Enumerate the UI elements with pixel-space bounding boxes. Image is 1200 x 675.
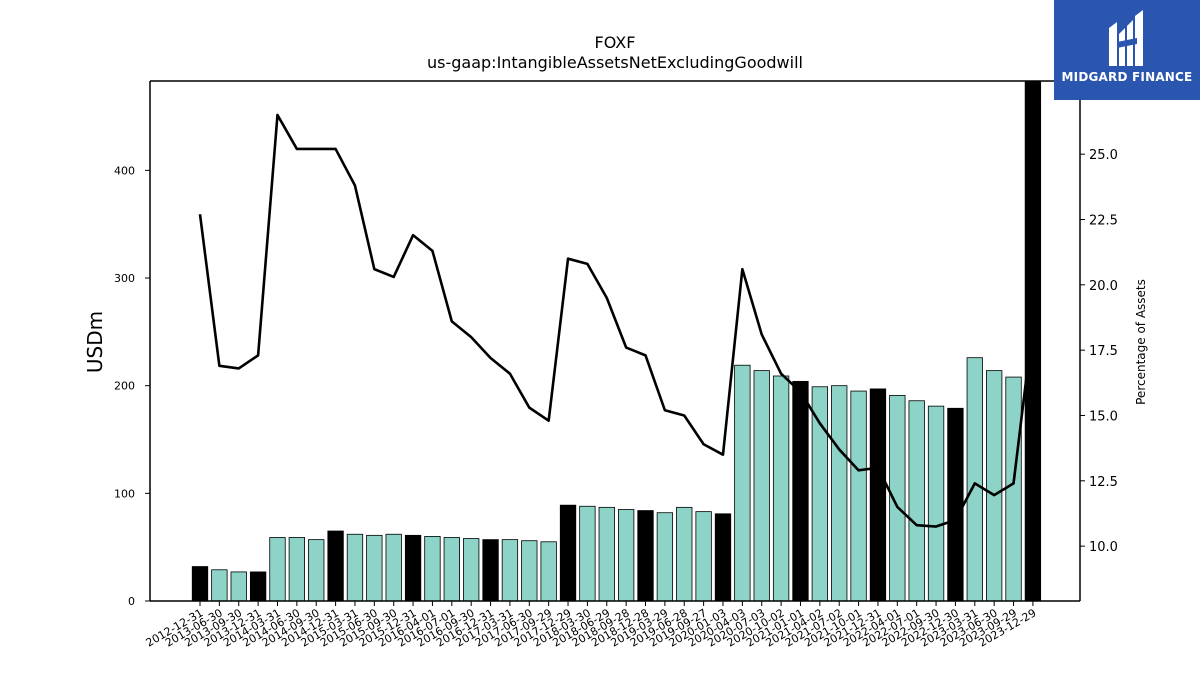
bar [346, 533, 364, 602]
midgard-logo-icon [1109, 10, 1143, 66]
y-axis-label: USDm [83, 311, 107, 373]
y-tick-label: 100 [114, 487, 135, 500]
bar [308, 539, 325, 602]
y-tick-label: 200 [114, 380, 135, 393]
bar [501, 539, 519, 602]
bar [404, 534, 422, 602]
bar [269, 537, 286, 602]
bar [986, 370, 1003, 602]
bar [598, 506, 615, 602]
y2-tick-label: 22.5 [1089, 213, 1118, 228]
bar [695, 511, 712, 602]
bar [831, 385, 848, 602]
axes [149, 80, 1081, 602]
bar [792, 380, 809, 602]
line-series [198, 113, 1035, 528]
bar [927, 405, 945, 602]
bar [191, 566, 209, 602]
bar [869, 388, 887, 602]
y-axis-left-ticks: 0 100 200 300 400 [114, 164, 150, 608]
y2-tick-label: 10.0 [1089, 540, 1118, 555]
bar [966, 357, 983, 602]
bar [850, 390, 867, 602]
bar [811, 386, 828, 602]
chart-title-ticker: FOXF [595, 33, 636, 52]
x-axis-ticks: 2012-12-312013-06-302013-09-302013-12-31… [144, 601, 1038, 650]
y2-tick-label: 12.5 [1089, 475, 1118, 490]
y2-tick-label: 20.0 [1089, 279, 1118, 294]
bar [1005, 376, 1022, 602]
y-tick-label: 300 [114, 272, 135, 285]
bar [521, 540, 538, 602]
bar [230, 571, 247, 602]
y2-tick-label: 25.0 [1089, 148, 1118, 163]
bar [249, 571, 267, 602]
bar [559, 504, 577, 602]
chart-title: FOXF us-gaap:IntangibleAssetsNetExcludin… [427, 33, 803, 72]
bar [366, 534, 383, 602]
bar [443, 537, 460, 602]
bar [947, 407, 964, 602]
bar [463, 538, 480, 602]
bar [753, 370, 770, 602]
y2-tick-label: 17.5 [1089, 344, 1118, 359]
bar [908, 400, 925, 602]
bar [714, 513, 732, 602]
bar [617, 509, 635, 602]
bar [579, 505, 596, 602]
y2-axis-label: Percentage of Assets [1134, 279, 1148, 405]
brand-logo-text: MIDGARD FINANCE [1061, 70, 1193, 84]
bar [288, 537, 306, 602]
bar [734, 364, 751, 602]
bar [656, 512, 674, 602]
bar [424, 536, 441, 602]
bar [676, 506, 693, 602]
brand-logo: MIDGARD FINANCE [1054, 0, 1200, 100]
y2-tick-label: 15.0 [1089, 409, 1118, 424]
bar [772, 375, 790, 602]
bar [637, 510, 654, 602]
bar [540, 541, 557, 602]
bar [327, 530, 344, 602]
chart-subtitle: us-gaap:IntangibleAssetsNetExcludingGood… [427, 53, 803, 72]
percentage-line [198, 113, 1035, 528]
y-tick-label: 400 [114, 164, 135, 177]
bar [385, 533, 402, 602]
y-tick-label: 0 [128, 595, 135, 608]
bar [482, 539, 499, 602]
bar [211, 569, 228, 602]
bar [1024, 80, 1042, 602]
y-axis-right-ticks: 10.0 12.5 15.0 17.5 20.0 22.5 25.0 [1080, 148, 1118, 555]
